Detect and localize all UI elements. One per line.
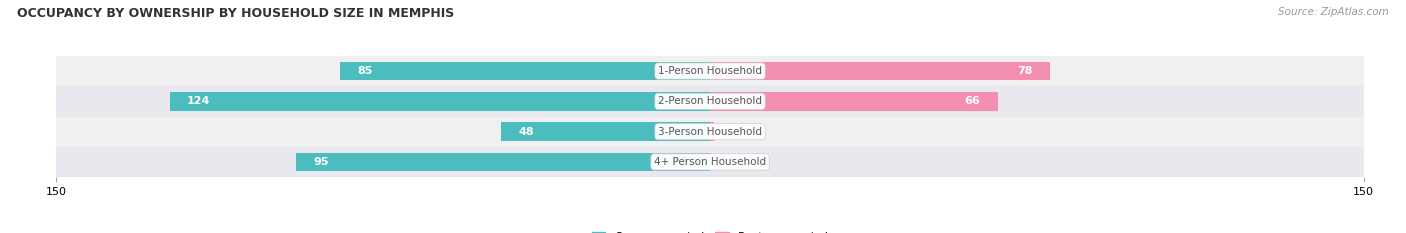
Bar: [56, 56, 1364, 86]
Text: 95: 95: [314, 157, 329, 167]
Text: 1: 1: [727, 127, 734, 137]
Bar: [501, 122, 710, 141]
Text: 1-Person Household: 1-Person Household: [658, 66, 762, 76]
Bar: [710, 92, 998, 111]
Bar: [710, 122, 714, 141]
Text: 3-Person Household: 3-Person Household: [658, 127, 762, 137]
Text: 124: 124: [187, 96, 211, 106]
Text: 78: 78: [1017, 66, 1032, 76]
Text: 85: 85: [357, 66, 373, 76]
Legend: Owner-occupied, Renter-occupied: Owner-occupied, Renter-occupied: [588, 227, 832, 233]
Bar: [56, 86, 1364, 116]
Text: OCCUPANCY BY OWNERSHIP BY HOUSEHOLD SIZE IN MEMPHIS: OCCUPANCY BY OWNERSHIP BY HOUSEHOLD SIZE…: [17, 7, 454, 20]
Bar: [56, 116, 1364, 147]
Text: 48: 48: [519, 127, 534, 137]
Text: Source: ZipAtlas.com: Source: ZipAtlas.com: [1278, 7, 1389, 17]
Text: 0: 0: [723, 157, 730, 167]
Bar: [56, 147, 1364, 177]
Text: 4+ Person Household: 4+ Person Household: [654, 157, 766, 167]
Text: 66: 66: [965, 96, 980, 106]
Bar: [710, 62, 1050, 80]
Bar: [295, 153, 710, 171]
Bar: [340, 62, 710, 80]
Bar: [170, 92, 710, 111]
Text: 2-Person Household: 2-Person Household: [658, 96, 762, 106]
